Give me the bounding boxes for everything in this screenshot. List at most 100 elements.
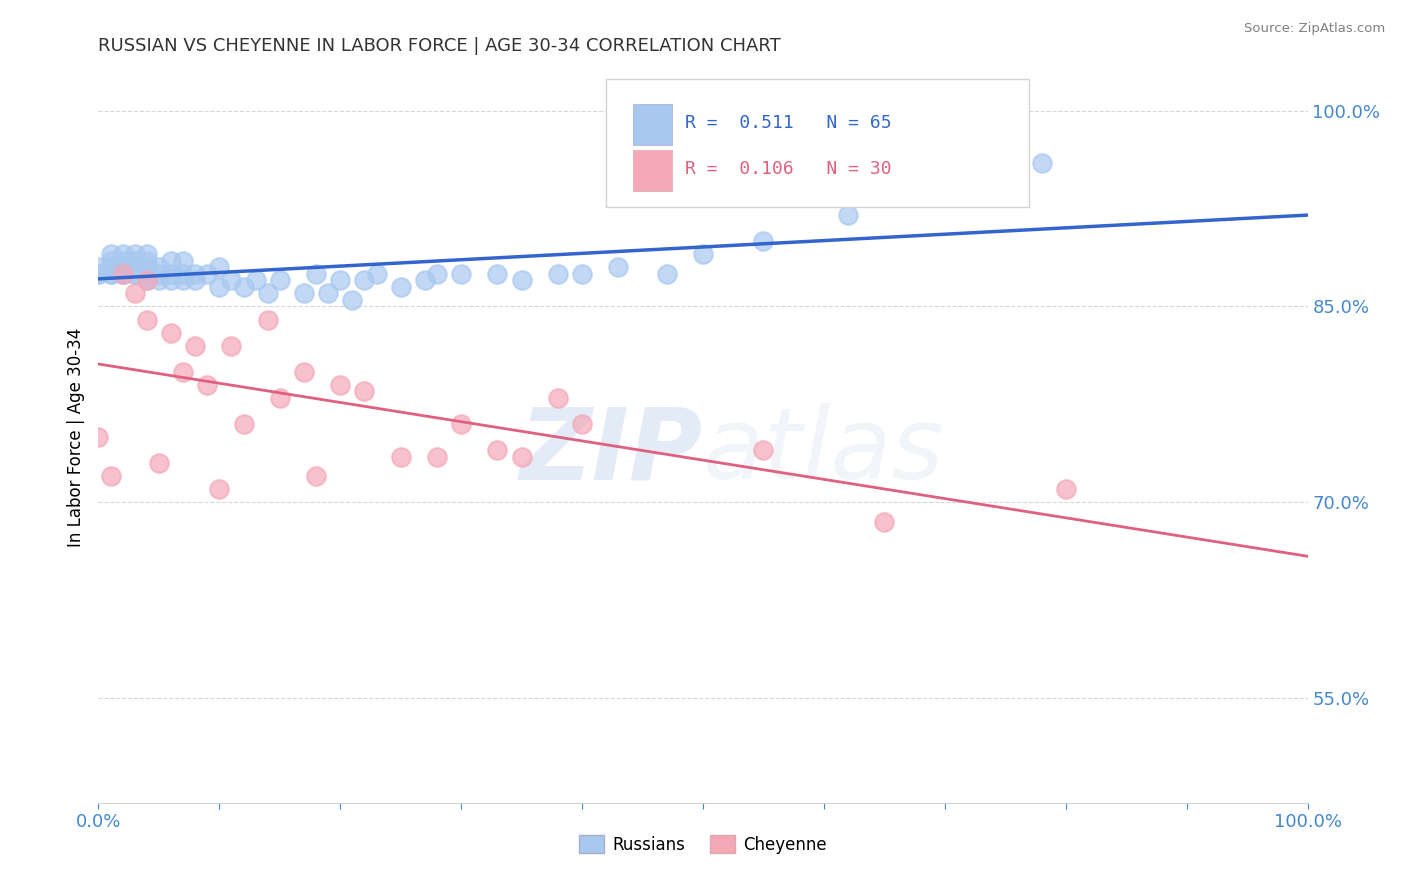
Point: [124, 253, 146, 268]
Point: [208, 260, 231, 275]
Point: [256, 286, 278, 301]
Point: [510, 273, 533, 287]
Point: [184, 267, 207, 281]
Point: [111, 253, 134, 268]
Point: [269, 391, 291, 405]
Point: [160, 273, 183, 287]
Point: [100, 267, 122, 281]
Point: [135, 253, 157, 268]
Text: ZIP: ZIP: [520, 403, 703, 500]
Point: [547, 267, 569, 281]
Point: [305, 267, 328, 281]
Point: [172, 267, 194, 281]
Point: [316, 286, 339, 301]
Point: [111, 260, 134, 275]
Point: [184, 339, 207, 353]
Point: [752, 443, 775, 458]
Point: [160, 326, 183, 340]
Point: [292, 286, 315, 301]
Point: [148, 456, 170, 470]
Point: [426, 267, 449, 281]
Point: [184, 273, 207, 287]
Point: [172, 253, 194, 268]
Point: [195, 377, 218, 392]
Point: [111, 247, 134, 261]
FancyBboxPatch shape: [633, 151, 672, 191]
Point: [100, 247, 122, 261]
Point: [934, 182, 956, 196]
Point: [245, 273, 267, 287]
Point: [329, 273, 352, 287]
Point: [208, 483, 231, 497]
Point: [172, 273, 194, 287]
Point: [124, 260, 146, 275]
Point: [269, 273, 291, 287]
Point: [111, 267, 134, 281]
Point: [426, 450, 449, 464]
Point: [655, 267, 678, 281]
FancyBboxPatch shape: [633, 104, 672, 145]
Point: [221, 273, 243, 287]
Point: [111, 260, 134, 275]
Text: atlas: atlas: [703, 403, 945, 500]
Point: [232, 280, 254, 294]
Text: RUSSIAN VS CHEYENNE IN LABOR FORCE | AGE 30-34 CORRELATION CHART: RUSSIAN VS CHEYENNE IN LABOR FORCE | AGE…: [98, 37, 782, 54]
Point: [172, 365, 194, 379]
Point: [486, 443, 509, 458]
Point: [450, 417, 472, 431]
Point: [547, 391, 569, 405]
Point: [148, 260, 170, 275]
Point: [256, 312, 278, 326]
Point: [100, 267, 122, 281]
Point: [450, 267, 472, 281]
Point: [342, 293, 364, 307]
Point: [100, 469, 122, 483]
Point: [353, 273, 375, 287]
Point: [135, 273, 157, 287]
Point: [135, 312, 157, 326]
Point: [111, 267, 134, 281]
Point: [111, 267, 134, 281]
Text: R =  0.511   N = 65: R = 0.511 N = 65: [685, 114, 891, 132]
Point: [692, 247, 714, 261]
Point: [124, 267, 146, 281]
Point: [100, 260, 122, 275]
Point: [124, 247, 146, 261]
Point: [413, 273, 436, 287]
Point: [160, 267, 183, 281]
Point: [87, 260, 110, 275]
Point: [1031, 156, 1053, 170]
Point: [135, 267, 157, 281]
Text: R =  0.106   N = 30: R = 0.106 N = 30: [685, 161, 891, 178]
Point: [87, 267, 110, 281]
Point: [100, 253, 122, 268]
Point: [124, 286, 146, 301]
Point: [607, 260, 630, 275]
Point: [292, 365, 315, 379]
Point: [353, 384, 375, 399]
Point: [208, 280, 231, 294]
Point: [837, 208, 859, 222]
Point: [135, 247, 157, 261]
Point: [873, 515, 896, 529]
Point: [752, 234, 775, 248]
Point: [571, 267, 593, 281]
Point: [148, 273, 170, 287]
Y-axis label: In Labor Force | Age 30-34: In Labor Force | Age 30-34: [66, 327, 84, 547]
Point: [135, 273, 157, 287]
Point: [389, 450, 412, 464]
Point: [305, 469, 328, 483]
Point: [195, 267, 218, 281]
Point: [160, 253, 183, 268]
Legend: Russians, Cheyenne: Russians, Cheyenne: [572, 829, 834, 860]
FancyBboxPatch shape: [606, 78, 1029, 207]
Point: [486, 267, 509, 281]
Point: [124, 267, 146, 281]
Point: [366, 267, 388, 281]
Point: [571, 417, 593, 431]
Point: [87, 430, 110, 444]
Point: [148, 267, 170, 281]
Point: [510, 450, 533, 464]
Point: [221, 339, 243, 353]
Text: Source: ZipAtlas.com: Source: ZipAtlas.com: [1244, 22, 1385, 36]
